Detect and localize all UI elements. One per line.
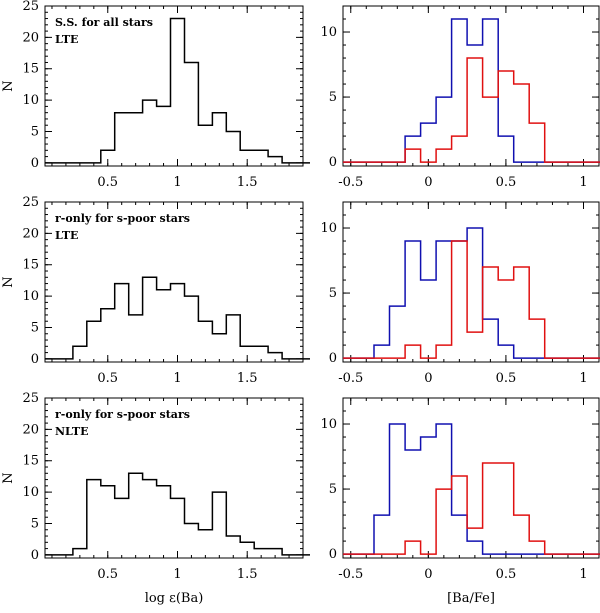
x-tick-label: 0.5 [97,175,118,190]
y-tick-label: 5 [31,124,39,139]
x-tick-label: -0.5 [338,175,363,190]
histogram-series-blue [343,423,600,555]
x-tick-label: 0 [424,371,432,386]
panel-annotation: r-only for s-poor stars [55,408,190,421]
histogram-series-red [343,462,600,555]
x-tick-label: 1 [579,371,587,386]
x-tick-label: 1 [173,371,181,386]
y-tick-label: 25 [22,0,39,14]
histogram-series-red [343,57,600,163]
y-tick-label: 5 [329,90,337,105]
panel-annotation: S.S. for all stars [55,16,153,29]
y-tick-label: 20 [22,30,39,45]
y-tick-label: 0 [329,547,337,562]
x-tick-label: -0.5 [338,567,363,582]
x-tick-label: 0 [424,175,432,190]
y-tick-label: 15 [22,454,39,469]
y-tick-label: 10 [320,417,337,432]
x-tick-label: -0.5 [338,371,363,386]
y-axis-title: N [1,276,16,287]
histogram-series-blue [343,18,600,163]
y-tick-label: 0 [329,351,337,366]
histogram-series-all-stars [45,17,310,164]
panel-middle-left: 0 5 10 15 20 25 0.5 1 1.5 r-only for s-poor stars… [1,195,310,386]
y-tick-label: 10 [22,485,39,500]
panel-annotation: r-only for s-poor stars [55,212,190,225]
y-tick-label: 0 [31,156,39,171]
histogram-series-all-stars [45,276,310,360]
histogram-series-blue [343,227,600,359]
x-tick-label: 0.5 [496,175,517,190]
y-tick-label: 5 [31,516,39,531]
x-tick-label: 1 [173,175,181,190]
x-tick-label: 1 [173,567,181,582]
y-tick-label: 0 [329,155,337,170]
y-tick-label: 20 [22,226,39,241]
x-tick-label: 1.5 [237,371,258,386]
y-tick-label: 15 [22,62,39,77]
y-tick-label: 10 [22,93,39,108]
x-axis-title: [Ba/Fe] [447,591,495,606]
histogram-series-red [343,240,600,359]
panel-bottom-left: 0 5 10 15 20 25 0.5 1 1.5 r-only for s-poor stars… [1,391,310,606]
panel-frame [44,397,304,559]
x-tick-label: 0.5 [97,567,118,582]
panel-annotation: LTE [55,33,78,46]
y-tick-label: 0 [31,548,39,563]
x-tick-label: 1 [579,175,587,190]
x-tick-label: 0.5 [496,567,517,582]
panel-frame [342,201,600,363]
x-axis-title: log ε(Ba) [145,591,204,606]
panel-frame [342,397,600,559]
x-tick-label: 1.5 [237,567,258,582]
y-axis-title: N [1,80,16,91]
y-tick-label: 10 [22,289,39,304]
x-tick-label: 0.5 [97,371,118,386]
y-tick-label: 10 [320,25,337,40]
y-axis-title: N [1,472,16,483]
y-tick-label: 20 [22,422,39,437]
y-tick-label: 10 [320,221,337,236]
x-tick-label: 1.5 [237,175,258,190]
panel-frame [44,5,304,167]
y-tick-label: 5 [31,320,39,335]
y-tick-label: 0 [31,352,39,367]
panel-annotation: NLTE [55,425,88,438]
y-tick-label: 5 [329,286,337,301]
y-tick-label: 5 [329,482,337,497]
panel-frame [342,5,600,167]
y-tick-label: 15 [22,258,39,273]
x-tick-label: 0.5 [496,371,517,386]
panel-annotation: LTE [55,229,78,242]
x-tick-label: 1 [579,567,587,582]
panel-top-left: 0 5 10 15 20 25 0.5 1 1.5 S.S. for all stars LTE N [1,0,310,190]
x-tick-label: 0 [424,567,432,582]
panel-frame [44,201,304,363]
y-tick-label: 25 [22,195,39,210]
y-tick-label: 25 [22,391,39,406]
histogram-series-all-stars [45,472,310,556]
